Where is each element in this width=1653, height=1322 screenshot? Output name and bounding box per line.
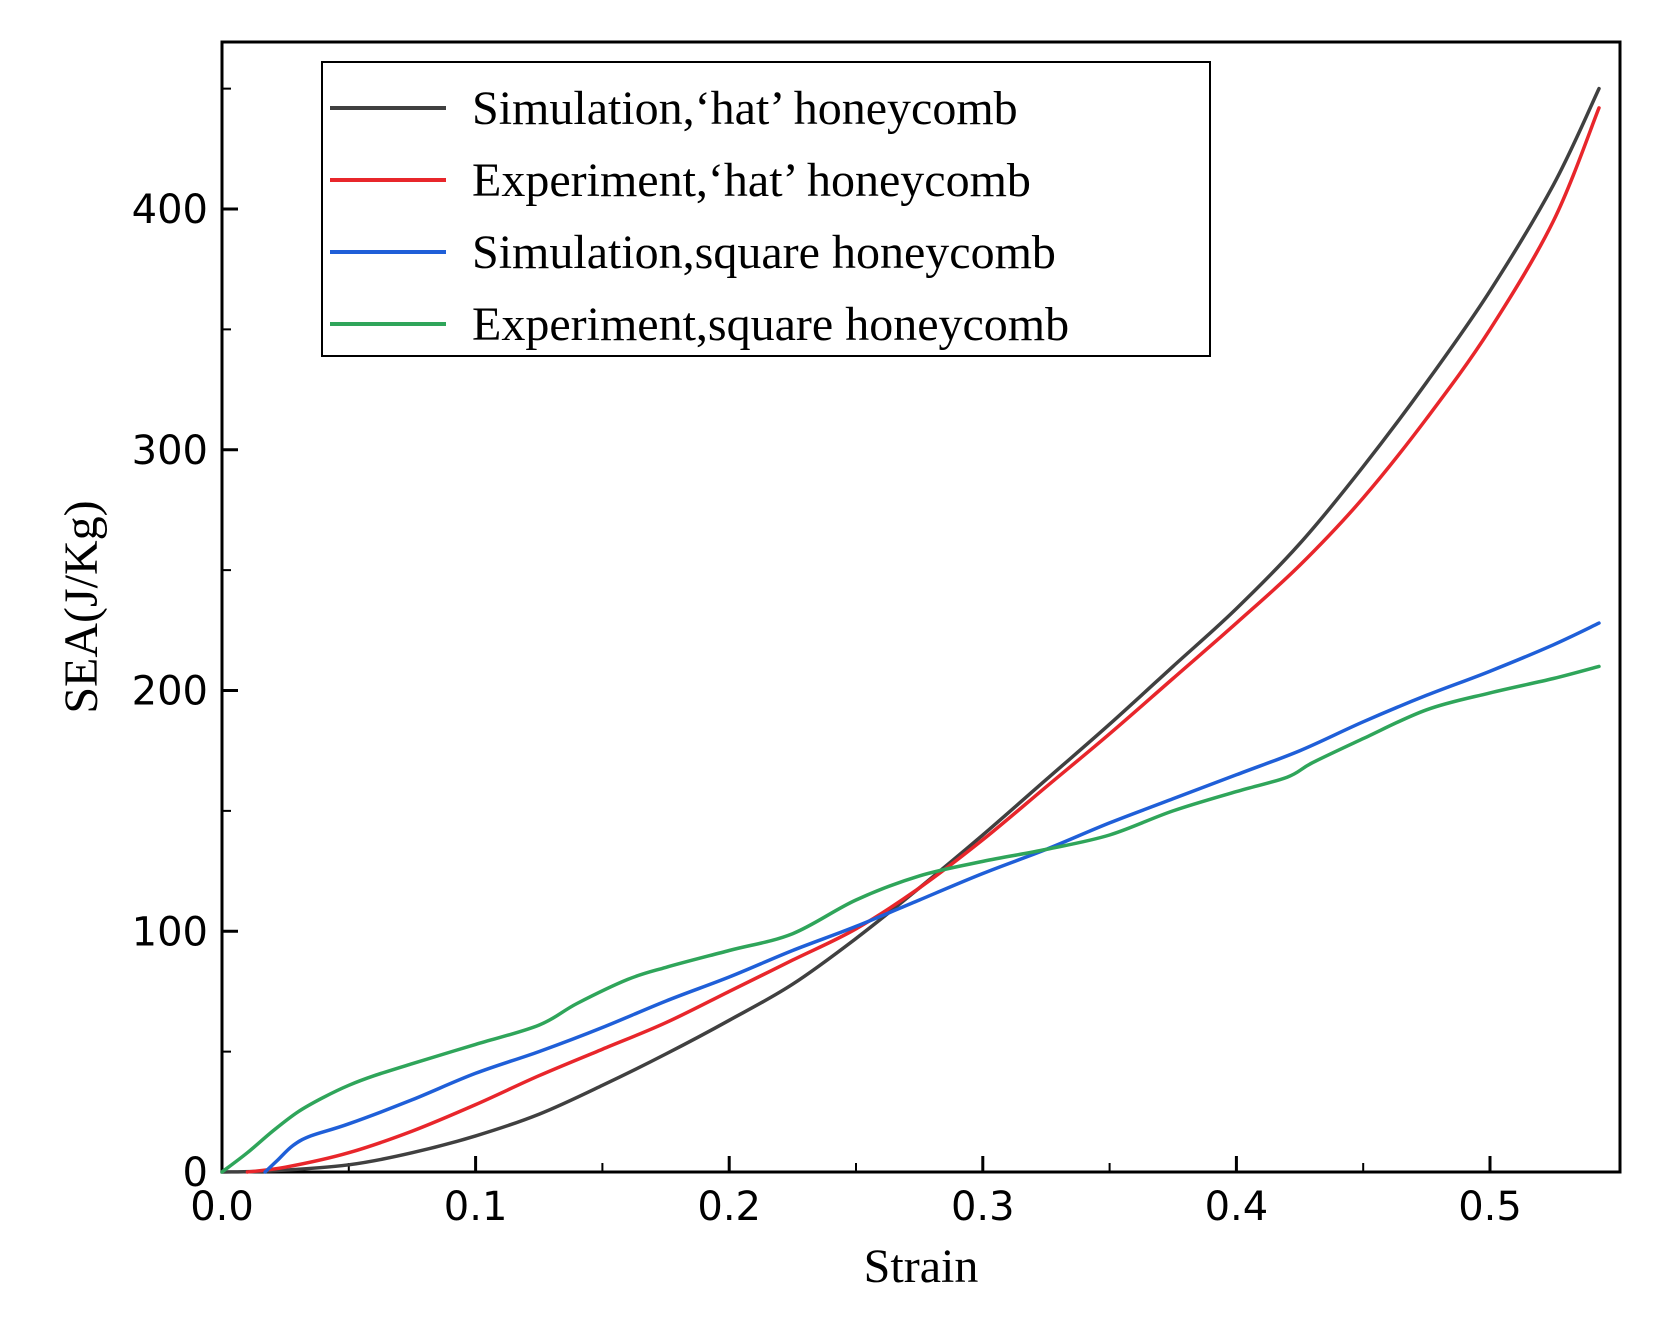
legend: Simulation,‘hat’ honeycomb Experiment,‘ha… <box>321 61 1211 357</box>
x-tick-label: 0.4 <box>1205 1184 1269 1230</box>
legend-label: Experiment,square honeycomb <box>472 298 1069 351</box>
y-tick-label: 400 <box>132 187 208 233</box>
series-line-exp-hat <box>245 106 1601 1174</box>
legend-item-exp-hat: Experiment,‘hat’ honeycomb <box>330 154 1031 207</box>
x-tick-label: 0.2 <box>697 1184 761 1230</box>
legend-label: Simulation,‘hat’ honeycomb <box>472 82 1018 135</box>
y-axis-title: SEA(J/Kg) <box>55 500 108 713</box>
series-line-exp-square <box>220 664 1601 1174</box>
y-tick-label: 100 <box>132 909 208 955</box>
x-tick-label: 0.3 <box>951 1184 1015 1230</box>
x-tick-label: 0.1 <box>444 1184 508 1230</box>
series-line-sim-hat <box>220 86 1601 1174</box>
plot-frame <box>220 40 1622 1174</box>
legend-label: Simulation,square honeycomb <box>472 226 1056 279</box>
legend-item-sim-square: Simulation,square honeycomb <box>330 226 1056 279</box>
x-tick-label: 0.0 <box>190 1184 254 1230</box>
legend-box <box>321 61 1211 357</box>
legend-label: Experiment,‘hat’ honeycomb <box>472 154 1031 207</box>
series-line-sim-square <box>263 621 1601 1174</box>
legend-item-sim-hat: Simulation,‘hat’ honeycomb <box>330 82 1018 135</box>
y-tick-label: 200 <box>132 669 208 715</box>
y-tick-label: 300 <box>132 428 208 474</box>
x-tick-labels: 0.0 0.1 0.2 0.3 0.4 0.5 <box>190 1184 1522 1230</box>
y-tick-labels: 0 100 200 300 400 <box>132 187 208 1196</box>
y-tick-label: 0 <box>183 1150 208 1196</box>
x-axis-title: Strain <box>864 1240 979 1293</box>
legend-item-exp-square: Experiment,square honeycomb <box>330 298 1069 351</box>
series-lines <box>220 86 1601 1174</box>
x-tick-label: 0.5 <box>1458 1184 1522 1230</box>
